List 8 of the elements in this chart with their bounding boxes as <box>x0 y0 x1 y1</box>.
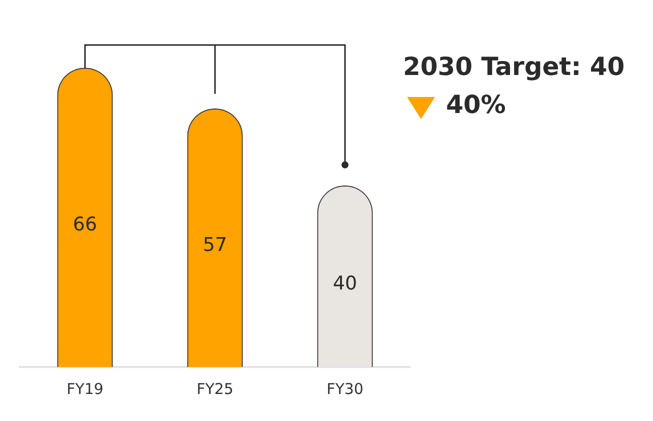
x-tick-label: FY30 <box>326 380 364 398</box>
data-label: 57 <box>202 234 228 256</box>
data-label: 40 <box>332 272 358 294</box>
x-tick-label: FY25 <box>196 380 234 398</box>
text: 40% <box>446 90 506 119</box>
data-label: 66 <box>72 213 98 236</box>
x-tick-label: FY19 <box>66 380 104 398</box>
annotation: 2030 Target: 40 <box>403 52 625 81</box>
